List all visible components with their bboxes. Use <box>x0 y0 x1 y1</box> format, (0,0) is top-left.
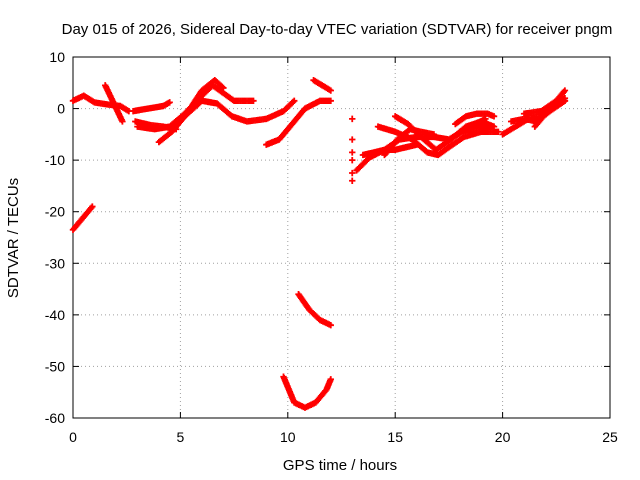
y-tick-label: -20 <box>45 204 65 220</box>
axis-ticks: 0 5 10 15 20 25 -60 -50 -40 -30 -20 -10 0 10 <box>45 49 618 445</box>
y-tick-label: -30 <box>45 255 65 271</box>
data-point <box>349 169 356 177</box>
data-point <box>327 87 334 94</box>
x-tick-label: 15 <box>387 429 403 445</box>
series-arc-9 <box>263 97 334 148</box>
data-point <box>89 203 96 210</box>
data-point <box>349 156 356 164</box>
series-arc-11 <box>280 373 334 411</box>
data-point <box>561 95 569 102</box>
data-points <box>69 77 569 411</box>
data-point <box>495 128 502 135</box>
x-tick-label: 0 <box>69 429 77 445</box>
series-arc-12 <box>295 291 334 329</box>
data-point <box>561 87 569 94</box>
series-arc-20 <box>456 123 496 135</box>
data-point <box>119 118 126 125</box>
data-point <box>218 83 226 91</box>
series-arc-4 <box>129 99 173 115</box>
data-point <box>250 97 257 105</box>
series-arc-13 <box>349 115 356 184</box>
series-arc-8 <box>166 97 298 133</box>
data-point <box>166 99 173 106</box>
data-point <box>349 136 356 143</box>
data-point <box>488 123 496 130</box>
series-arc-2 <box>102 82 126 125</box>
chart-title: Day 015 of 2026, Sidereal Day-to-day VTE… <box>62 21 613 38</box>
data-point <box>349 177 356 184</box>
series-arc-3 <box>69 203 96 233</box>
y-tick-label: -10 <box>45 152 65 168</box>
data-point <box>349 115 356 123</box>
y-tick-label: -60 <box>45 410 65 426</box>
series-arc-24 <box>531 95 569 130</box>
x-tick-label: 25 <box>602 429 618 445</box>
series-arc-1 <box>69 92 133 115</box>
data-point <box>490 113 498 120</box>
data-point <box>327 376 334 383</box>
data-point <box>289 98 297 106</box>
data-point <box>430 131 438 138</box>
data-point <box>349 149 356 156</box>
x-tick-label: 10 <box>280 429 296 445</box>
y-tick-label: 10 <box>49 49 65 65</box>
series-arc-10 <box>310 77 334 94</box>
y-axis-title: SDTVAR / TECUs <box>5 178 22 298</box>
series-arc-19 <box>452 110 498 128</box>
x-tick-label: 20 <box>495 429 511 445</box>
data-point <box>327 97 334 105</box>
y-tick-label: -40 <box>45 307 65 323</box>
y-tick-label: 0 <box>57 101 65 117</box>
x-tick-label: 5 <box>177 429 185 445</box>
x-axis-title: GPS time / hours <box>283 457 397 474</box>
data-point <box>327 321 334 329</box>
data-point <box>291 97 298 105</box>
plot-area-border <box>72 56 611 419</box>
data-point <box>220 84 227 92</box>
y-tick-label: -50 <box>45 358 65 374</box>
